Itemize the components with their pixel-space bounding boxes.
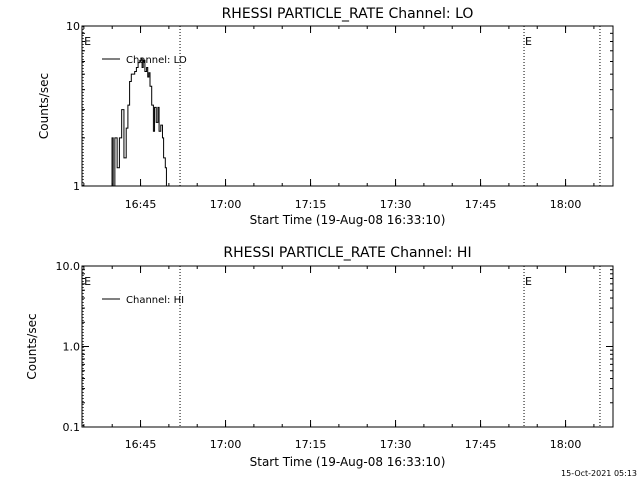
y-tick-label: 10.0 — [56, 260, 81, 273]
x-tick-label: 17:15 — [295, 438, 327, 451]
x-tick-label: 16:45 — [125, 198, 157, 211]
x-tick-label: 17:15 — [295, 198, 327, 211]
series-line — [111, 57, 167, 187]
x-tick-label: 18:00 — [550, 198, 582, 211]
hi-channel-panel: RHESSI PARTICLE_RATE Channel: HI 0.1 1.0 10… — [25, 245, 614, 469]
footer-timestamp: 15-Oct-2021 05:13 — [561, 469, 637, 478]
x-tick-label: 17:45 — [465, 198, 497, 211]
y-tick-label: 10 — [66, 20, 80, 33]
x-tick-label: 16:45 — [125, 438, 157, 451]
x-axis-label: Start Time (19-Aug-08 16:33:10) — [250, 213, 446, 227]
legend-label: Channel: LO — [126, 55, 187, 66]
x-axis-label: Start Time (19-Aug-08 16:33:10) — [250, 455, 446, 469]
x-tick-label: 17:00 — [210, 198, 242, 211]
y-tick-label: 1.0 — [63, 341, 81, 354]
x-tick-label: 17:30 — [380, 438, 412, 451]
event-mark: E — [525, 275, 532, 288]
event-mark: E — [84, 35, 91, 48]
plot-frame — [81, 265, 614, 428]
plot-frame — [81, 25, 614, 187]
x-tick-label: 17:45 — [465, 438, 497, 451]
y-axis-label: Counts/sec — [25, 313, 39, 379]
x-tick-label: 18:00 — [550, 438, 582, 451]
y-tick-label: 1 — [73, 180, 80, 193]
y-tick-label: 0.1 — [63, 421, 81, 434]
legend-label: Channel: HI — [126, 295, 184, 306]
lo-channel-panel: RHESSI PARTICLE_RATE Channel: LO 1 10 16:45… — [37, 6, 614, 227]
x-tick-label: 17:00 — [210, 438, 242, 451]
chart-title: RHESSI PARTICLE_RATE Channel: LO — [222, 6, 474, 22]
chart-title: RHESSI PARTICLE_RATE Channel: HI — [223, 245, 471, 261]
x-tick-label: 17:30 — [380, 198, 412, 211]
y-axis-label: Counts/sec — [37, 73, 51, 139]
event-mark: E — [84, 275, 91, 288]
event-mark: E — [525, 35, 532, 48]
